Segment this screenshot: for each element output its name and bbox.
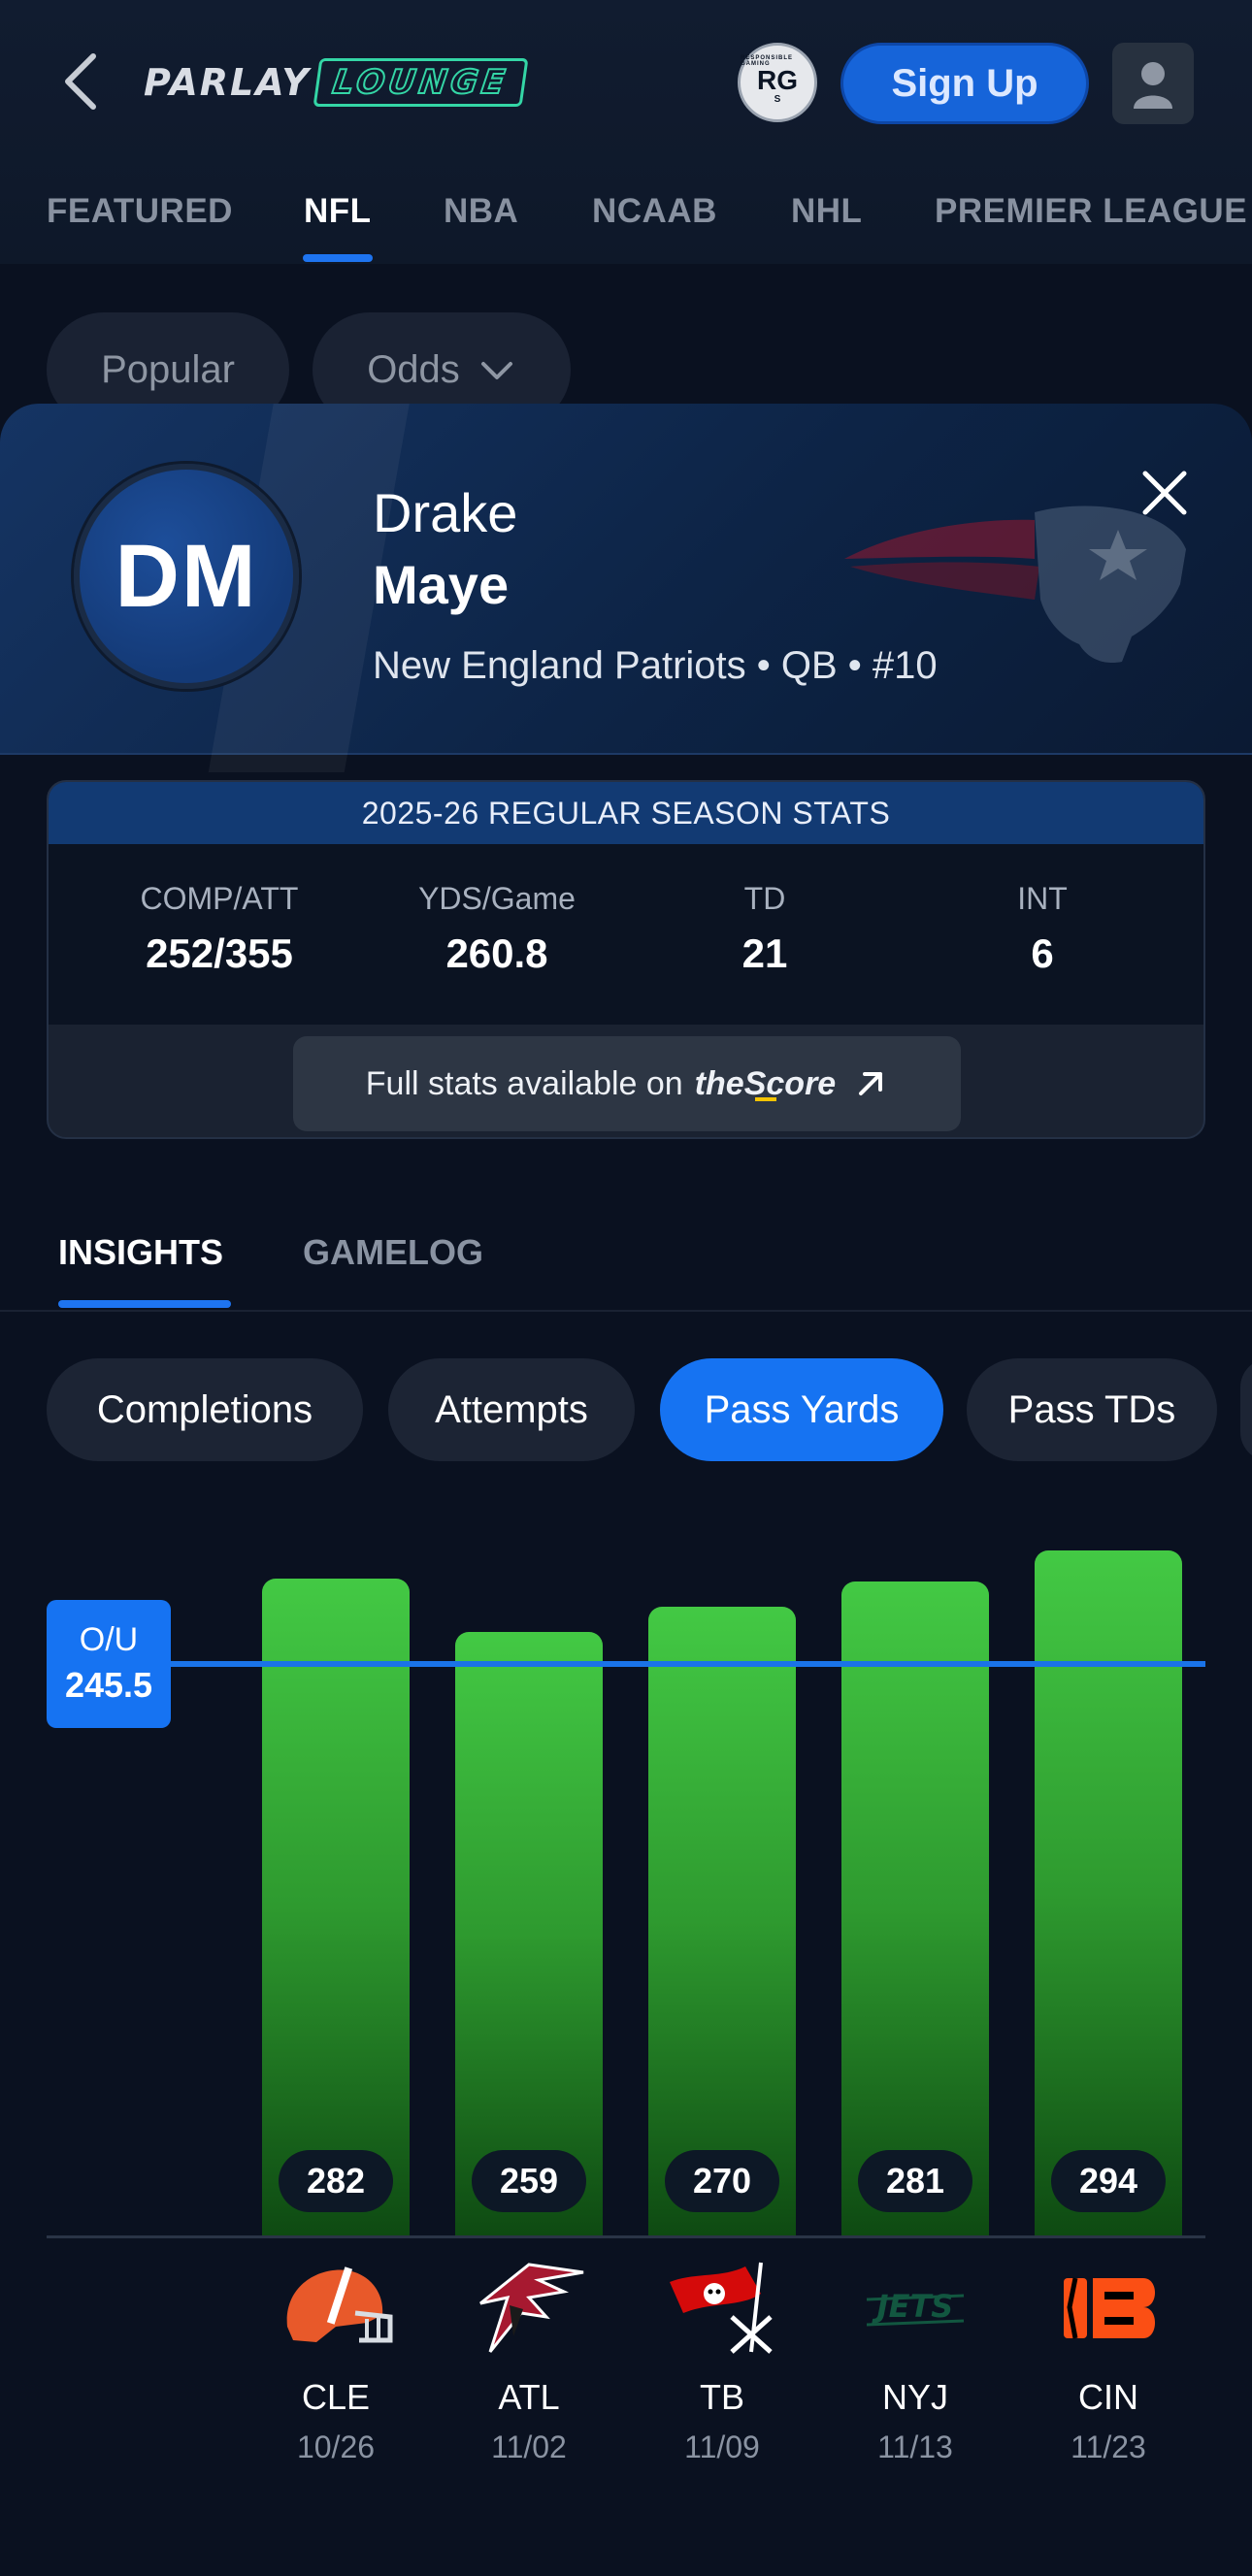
sign-up-button[interactable]: Sign Up [840,43,1089,124]
external-link-icon [859,1072,883,1095]
profile-button[interactable] [1112,43,1194,124]
pill-attempts[interactable]: Attempts [388,1358,635,1461]
tab-nfl[interactable]: NFL [304,192,372,230]
top-bar: PARLAY LOUNGE RESPONSIBLE GAMING RG S Si… [0,0,1252,264]
active-tab-indicator [303,254,373,262]
player-hero: DM Drake Maye New England Patriots • QB … [0,404,1252,772]
season-stats-card: 2025-26 REGULAR SEASON STATS COMP/ATT 25… [47,780,1205,1139]
player-sheet: DM Drake Maye New England Patriots • QB … [0,404,1252,2576]
user-icon [1134,62,1172,109]
thescore-underline [754,1096,776,1101]
tab-gamelog[interactable]: GAMELOG [303,1232,483,1272]
rg-badge-main: RG [757,64,798,95]
pill-pass-yards[interactable]: Pass Yards [660,1358,943,1461]
stat-label: YDS/Game [418,881,576,916]
pill-more-overflow[interactable] [1240,1358,1252,1461]
stat-label: COMP/ATT [140,881,299,916]
active-subtab-indicator [58,1300,231,1308]
stat-value: 260.8 [445,930,548,976]
close-button[interactable] [1136,464,1194,522]
thescore-brand-text: theScore [694,1064,837,1102]
rg-badge-top: RESPONSIBLE GAMING [741,54,794,67]
player-avatar: DM [74,464,299,689]
back-button[interactable] [54,50,109,113]
rg-badge-bottom: S [774,93,781,105]
stat-yds-game: YDS/Game 260.8 [380,881,613,977]
logo-main-text: PARLAY [144,61,311,104]
stat-value: 6 [1031,930,1054,976]
subtab-divider [0,1310,1252,1312]
stat-label: INT [1017,881,1068,916]
chevron-left-icon [65,53,96,110]
tab-featured[interactable]: FEATURED [47,192,233,230]
player-team-line: New England Patriots • QB • #10 [373,644,938,687]
stat-label: TD [743,881,786,916]
close-icon [1142,471,1187,515]
stat-value: 21 [741,930,788,976]
tab-insights[interactable]: INSIGHTS [58,1232,224,1272]
pill-pass-tds[interactable]: Pass TDs [967,1358,1217,1461]
season-stats-body: COMP/ATT 252/355 YDS/Game 260.8 TD 21 IN… [49,844,1203,1025]
player-first-name: Drake [373,482,518,543]
league-tabs: FEATURED NFL NBA NCAAB NHL PREMIER LEAGU… [0,175,1252,264]
stat-comp-att: COMP/ATT 252/355 [103,881,336,977]
full-stats-text: Full stats available on [365,1064,683,1102]
tab-nhl[interactable]: NHL [791,192,863,230]
logo-sub-text: LOUNGE [313,58,528,107]
season-stats-title: 2025-26 REGULAR SEASON STATS [49,782,1203,844]
stat-int: INT 6 [926,881,1159,977]
popular-filter-label: Popular [101,347,235,391]
chevron-down-icon [480,362,512,379]
tab-ncaab[interactable]: NCAAB [592,192,717,230]
pill-completions[interactable]: Completions [47,1358,363,1461]
player-last-name: Maye [373,554,510,615]
patriots-logo-icon [844,505,1186,664]
thescore-brand: theScore [695,1065,837,1103]
tab-nba[interactable]: NBA [444,192,519,230]
full-stats-link[interactable]: Full stats available on theScore [293,1036,961,1131]
stat-value: 252/355 [146,930,293,976]
tab-premier-league[interactable]: PREMIER LEAGUE [935,192,1248,230]
stat-td: TD 21 [648,881,881,977]
app-logo[interactable]: PARLAY LOUNGE [144,58,528,107]
responsible-gaming-badge[interactable]: RESPONSIBLE GAMING RG S [738,43,817,122]
odds-filter-label: Odds [367,347,460,391]
